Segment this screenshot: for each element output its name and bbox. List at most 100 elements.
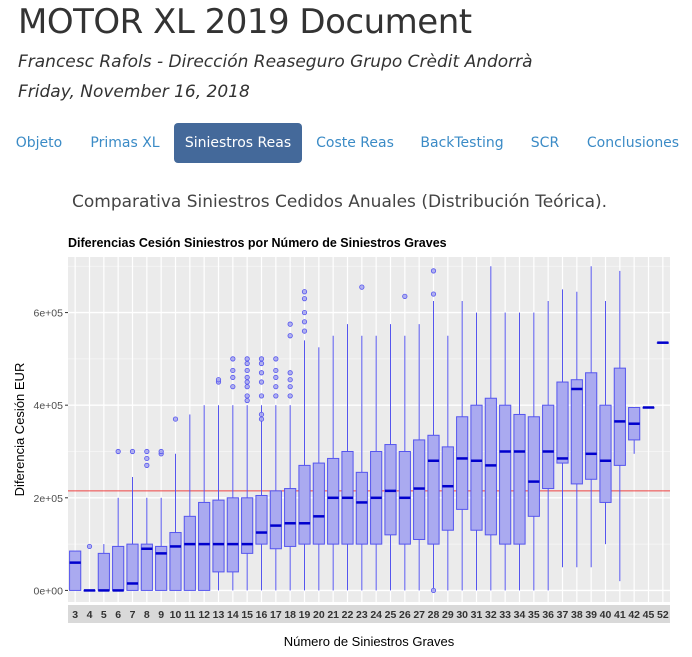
box <box>542 404 555 490</box>
box <box>212 499 225 573</box>
outlier-point <box>258 393 265 399</box>
x-tick-label: 18 <box>284 609 296 621</box>
box <box>241 497 254 554</box>
x-tick-label: 41 <box>614 609 626 621</box>
y-tick-label: 6e+05 <box>34 308 64 320</box>
box <box>527 416 540 517</box>
x-tick-label: 52 <box>657 609 669 621</box>
outlier-point <box>144 448 150 455</box>
x-tick-label: 34 <box>514 609 526 621</box>
outlier-point <box>244 374 250 381</box>
y-tick-label: 2e+05 <box>34 493 64 505</box>
outlier-point <box>301 309 308 316</box>
outlier-point <box>258 356 265 362</box>
outlier-point <box>158 448 164 455</box>
box <box>183 515 196 591</box>
x-tick-label: 36 <box>542 609 554 621</box>
x-tick-label: 29 <box>442 609 454 621</box>
x-tick-label: 3 <box>72 609 78 621</box>
x-tick-label: 24 <box>370 609 382 621</box>
tab-conclusiones[interactable]: Conclusiones <box>586 135 680 151</box>
outlier-point <box>230 374 236 381</box>
x-tick-label: 15 <box>241 609 253 621</box>
date: Friday, November 16, 2018 <box>18 82 250 102</box>
box <box>327 457 340 545</box>
x-tick-label: 30 <box>456 609 468 621</box>
box <box>499 404 512 545</box>
box <box>298 464 311 545</box>
y-axis-label: Diferencia Cesión EUR <box>12 363 27 497</box>
outlier-point <box>273 393 279 399</box>
x-tick-label: 17 <box>270 609 282 621</box>
outlier-point <box>301 289 308 295</box>
tab-siniestros-reas[interactable]: Siniestros Reas <box>174 123 302 163</box>
x-tick-label: 45 <box>643 609 655 621</box>
x-tick-label: 9 <box>158 609 164 621</box>
tab-coste-reas[interactable]: Coste Reas <box>316 135 394 151</box>
x-tick-label: 7 <box>130 609 136 621</box>
box <box>599 404 612 503</box>
x-tick-label: 31 <box>471 609 483 621</box>
outlier-point <box>287 377 293 383</box>
x-tick-label: 23 <box>356 609 368 621</box>
x-tick-label: 26 <box>399 609 411 621</box>
outlier-point <box>301 296 308 302</box>
outlier-point <box>287 333 293 339</box>
outlier-point <box>301 328 308 334</box>
x-tick-label: 38 <box>571 609 583 621</box>
outlier-point <box>287 370 293 376</box>
box <box>427 434 440 545</box>
x-tick-label: 10 <box>170 609 182 621</box>
outlier-point <box>402 293 408 299</box>
outlier-point <box>430 268 437 274</box>
x-tick-label: 5 <box>101 609 107 621</box>
tab-backtesting[interactable]: BackTesting <box>420 135 504 151</box>
outlier-point <box>430 291 437 297</box>
outlier-point <box>244 393 250 399</box>
outlier-point <box>144 455 150 462</box>
tab-scr[interactable]: SCR <box>530 135 560 151</box>
x-tick-label: 19 <box>299 609 311 621</box>
box <box>255 494 268 545</box>
x-tick-label: 11 <box>184 609 195 621</box>
outlier-point <box>359 284 365 290</box>
box <box>269 490 282 550</box>
box <box>140 543 153 591</box>
outlier-point <box>144 462 150 468</box>
outlier-point <box>273 384 279 390</box>
x-tick-label: 28 <box>428 609 440 621</box>
tab-primas-xl[interactable]: Primas XL <box>90 135 160 151</box>
x-tick-label: 37 <box>557 609 569 621</box>
box <box>112 545 125 591</box>
x-tick-label: 32 <box>485 609 497 621</box>
outlier-point <box>258 411 265 418</box>
box <box>97 552 110 591</box>
box <box>456 416 469 510</box>
x-tick-label: 16 <box>256 609 268 621</box>
x-tick-label: 39 <box>585 609 597 621</box>
outlier-point <box>287 393 293 399</box>
x-tick-label: 35 <box>528 609 540 621</box>
box <box>355 471 368 545</box>
box <box>226 497 239 573</box>
tab-objeto[interactable]: Objeto <box>15 135 63 151</box>
outlier-point <box>258 379 265 385</box>
outlier-point <box>244 384 250 390</box>
section-title: Comparativa Siniestros Cedidos Anuales (… <box>72 192 608 212</box>
outlier-point <box>258 370 265 376</box>
outlier-point <box>258 360 265 367</box>
box <box>556 381 569 464</box>
x-tick-label: 22 <box>342 609 354 621</box>
y-tick-label: 0e+00 <box>34 585 64 597</box>
box <box>126 543 139 591</box>
outlier-point <box>273 356 279 362</box>
x-tick-label: 13 <box>213 609 225 621</box>
box <box>169 532 182 591</box>
x-axis-strip <box>68 605 670 623</box>
x-tick-label: 25 <box>385 609 397 621</box>
outlier-point <box>86 543 93 550</box>
box <box>613 367 626 466</box>
x-tick-label: 14 <box>227 609 239 621</box>
outlier-point <box>287 384 293 390</box>
